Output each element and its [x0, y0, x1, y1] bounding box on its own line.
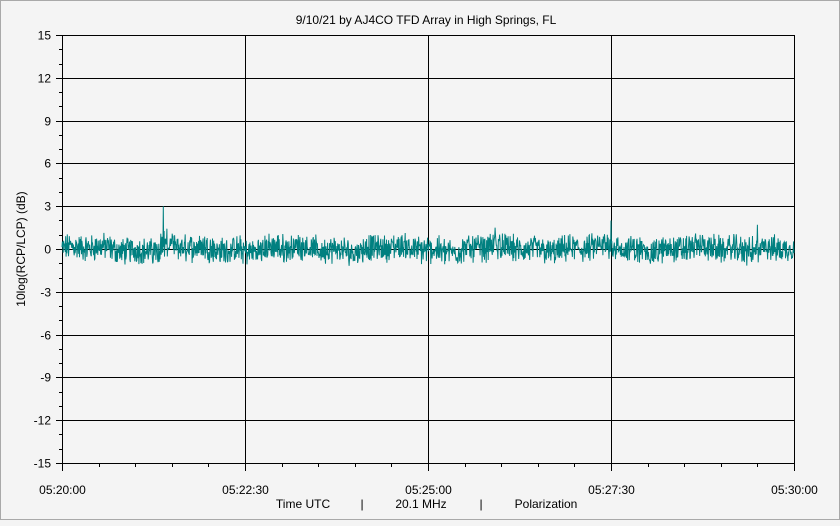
y-tick-label: 0 [44, 243, 51, 257]
y-tick-label: -9 [40, 371, 51, 385]
x-tick-labels: 05:20:00 05:22:30 05:25:00 05:27:30 05:30:00 [39, 483, 818, 497]
y-tick-label: 3 [44, 200, 51, 214]
y-axis-label: 10log(RCP/LCP) (dB) [14, 191, 28, 306]
y-tick-label: 6 [44, 157, 51, 171]
axis-ticks [56, 35, 795, 471]
x-axis-label: Time UTC | 20.1 MHz | Polarization [276, 497, 577, 511]
x-tick-label: 05:22:30 [222, 483, 269, 497]
x-tick-label: 05:20:00 [39, 483, 86, 497]
y-tick-label: 15 [38, 29, 52, 43]
x-tick-label: 05:30:00 [771, 483, 818, 497]
y-tick-label: 12 [38, 72, 52, 86]
x-label-time: Time UTC [276, 497, 331, 511]
y-tick-labels: 15 12 9 6 3 0 -3 -6 -9 -12 -15 [34, 29, 52, 471]
x-label-frequency: 20.1 MHz [395, 497, 446, 511]
y-tick-label: -6 [40, 329, 51, 343]
x-label-sep-1: | [360, 497, 363, 511]
y-tick-label: -15 [34, 457, 52, 471]
chart-title: 9/10/21 by AJ4CO TFD Array in High Sprin… [296, 13, 557, 27]
x-tick-label: 05:25:00 [405, 483, 452, 497]
y-tick-label: -3 [40, 286, 51, 300]
x-label-mode: Polarization [515, 497, 578, 511]
y-tick-label: -12 [34, 414, 52, 428]
x-label-sep-2: | [479, 497, 482, 511]
series-line-polarization [61, 206, 795, 266]
y-tick-label: 9 [44, 115, 51, 129]
series-group [61, 206, 795, 266]
x-tick-label: 05:27:30 [588, 483, 635, 497]
